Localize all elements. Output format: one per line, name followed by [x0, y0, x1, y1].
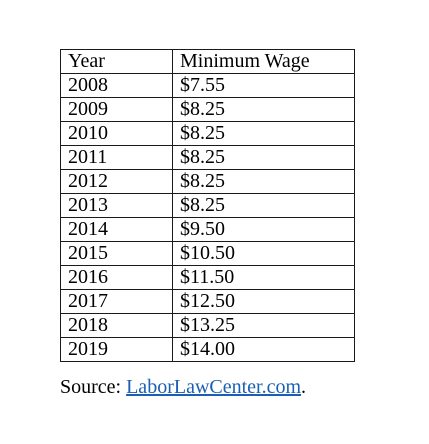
source-link[interactable]: LaborLawCenter.com	[126, 376, 302, 398]
cell-year: 2008	[60, 73, 173, 98]
header-minimum-wage: Minimum Wage	[172, 49, 355, 74]
cell-year: 2010	[60, 121, 173, 146]
cell-minimum-wage: $14.00	[172, 337, 355, 362]
table-row: 2011 $8.25	[60, 145, 355, 170]
header-year: Year	[60, 49, 173, 74]
table-header-row: Year Minimum Wage	[60, 49, 355, 74]
table-row: 2015 $10.50	[60, 241, 355, 266]
cell-minimum-wage: $8.25	[172, 169, 355, 194]
cell-year: 2009	[60, 97, 173, 122]
cell-year: 2012	[60, 169, 173, 194]
table-row: 2009 $8.25	[60, 97, 355, 122]
table-body: 2008 $7.55 2009 $8.25 2010 $8.25 2011 $8.25 2012…	[60, 73, 355, 362]
cell-minimum-wage: $8.25	[172, 193, 355, 218]
cell-year: 2019	[60, 337, 173, 362]
table-row: 2019 $14.00	[60, 337, 355, 362]
cell-minimum-wage: $13.25	[172, 313, 355, 338]
cell-year: 2014	[60, 217, 173, 242]
source-prefix: Source:	[60, 376, 127, 398]
table-row: 2008 $7.55	[60, 73, 355, 98]
cell-year: 2016	[60, 265, 173, 290]
cell-year: 2011	[60, 145, 173, 170]
cell-year: 2018	[60, 313, 173, 338]
table-row: 2013 $8.25	[60, 193, 355, 218]
cell-minimum-wage: $12.50	[172, 289, 355, 314]
table-row: 2018 $13.25	[60, 313, 355, 338]
cell-minimum-wage: $10.50	[172, 241, 355, 266]
table-row: 2014 $9.50	[60, 217, 355, 242]
source-note: Source: LaborLawCenter.com.	[60, 375, 306, 399]
cell-year: 2017	[60, 289, 173, 314]
source-suffix: .	[301, 376, 307, 398]
table-row: 2016 $11.50	[60, 265, 355, 290]
table-row: 2010 $8.25	[60, 121, 355, 146]
cell-minimum-wage: $8.25	[172, 145, 355, 170]
cell-minimum-wage: $7.55	[172, 73, 355, 98]
cell-minimum-wage: $8.25	[172, 97, 355, 122]
cell-year: 2013	[60, 193, 173, 218]
cell-minimum-wage: $11.50	[172, 265, 355, 290]
cell-minimum-wage: $8.25	[172, 121, 355, 146]
cell-year: 2015	[60, 241, 173, 266]
table-row: 2012 $8.25	[60, 169, 355, 194]
minimum-wage-table: Year Minimum Wage 2008 $7.55 2009 $8.25 2010…	[60, 49, 355, 362]
table-row: 2017 $12.50	[60, 289, 355, 314]
cell-minimum-wage: $9.50	[172, 217, 355, 242]
